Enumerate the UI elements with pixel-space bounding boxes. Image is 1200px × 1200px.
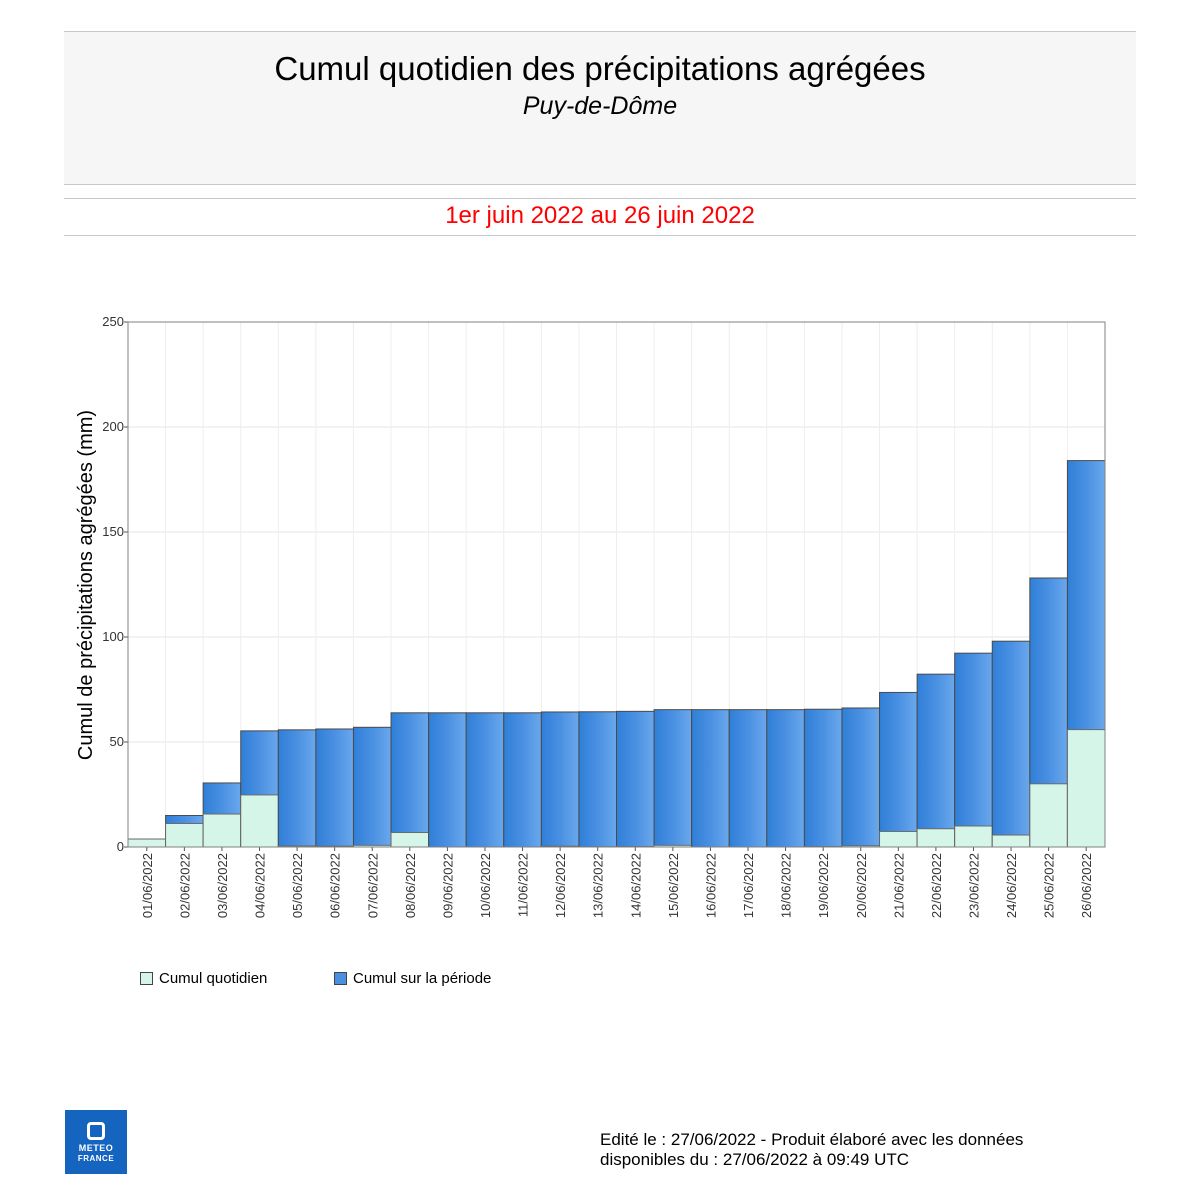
x-tick-label: 18/06/2022: [779, 853, 794, 918]
bar-cumulative: [503, 712, 542, 848]
logo-line1: METEO: [78, 1143, 114, 1153]
bar-daily: [879, 830, 918, 848]
x-tick-label: 15/06/2022: [666, 853, 681, 918]
x-tick-label: 01/06/2022: [140, 853, 155, 918]
y-tick-label: 150: [102, 524, 124, 539]
bar-cumulative: [352, 726, 392, 848]
x-tick-label: 25/06/2022: [1042, 853, 1057, 918]
y-axis-label: Cumul de précipitations agrégées (mm): [75, 410, 97, 760]
footer-note: Edité le : 27/06/2022 - Produit élaboré …: [600, 1130, 1120, 1170]
bar-cumulative: [540, 711, 580, 848]
y-tick-label: 0: [117, 839, 124, 854]
x-tick-label: 03/06/2022: [215, 853, 230, 918]
bar-cumulative: [465, 712, 505, 848]
x-tick-label: 16/06/2022: [703, 853, 718, 918]
period-panel: 1er juin 2022 au 26 juin 2022: [64, 198, 1136, 236]
period-label: 1er juin 2022 au 26 juin 2022: [445, 202, 755, 229]
x-tick-label: 14/06/2022: [628, 853, 643, 918]
x-tick-label: 06/06/2022: [328, 853, 343, 918]
bar-cumulative: [390, 712, 430, 848]
bar-cumulative: [841, 707, 881, 848]
bar-cumulative: [428, 712, 467, 848]
bar-cumulative: [954, 652, 993, 848]
header-panel: Cumul quotidien des précipitations agrég…: [64, 31, 1136, 185]
legend-label-cumulative: Cumul sur la période: [353, 969, 492, 987]
x-tick-label: 07/06/2022: [365, 853, 380, 918]
bar-daily: [127, 838, 167, 848]
bar-cumulative: [277, 729, 317, 848]
legend-swatch-daily: [140, 971, 153, 985]
bar-cumulative: [916, 673, 956, 848]
meteo-france-logo: METEO FRANCE: [65, 1110, 127, 1174]
bar-cumulative: [803, 708, 843, 848]
bar-cumulative: [991, 640, 1031, 848]
x-tick-label: 02/06/2022: [177, 853, 192, 918]
bar-daily: [991, 834, 1031, 848]
bar-cumulative: [728, 709, 768, 848]
x-tick-label: 08/06/2022: [403, 853, 418, 918]
bar-daily: [165, 822, 204, 848]
y-tick-label: 250: [102, 314, 124, 329]
legend-item-daily: Cumul quotidien: [140, 969, 267, 987]
x-tick-label: 10/06/2022: [478, 853, 493, 918]
meteo-france-logo-icon: [87, 1122, 105, 1140]
bar-cumulative: [653, 709, 693, 848]
bar-cumulative: [766, 709, 805, 848]
bar-cumulative: [578, 711, 618, 848]
x-tick-label: 26/06/2022: [1079, 853, 1094, 918]
bar-cumulative: [315, 728, 354, 848]
x-tick-label: 21/06/2022: [891, 853, 906, 918]
x-tick-label: 12/06/2022: [553, 853, 568, 918]
bar-cumulative: [616, 710, 655, 848]
x-tick-label: 19/06/2022: [816, 853, 831, 918]
bar-daily: [1029, 783, 1068, 848]
plot-frame: [127, 321, 1106, 848]
x-tick-label: 09/06/2022: [440, 853, 455, 918]
chart-title: Cumul quotidien des précipitations agrég…: [274, 50, 926, 87]
legend-item-cumulative: Cumul sur la période: [334, 969, 491, 987]
x-tick-label: 05/06/2022: [290, 853, 305, 918]
bar-daily: [954, 825, 993, 848]
y-tick-label: 200: [102, 419, 124, 434]
bar-daily: [202, 813, 242, 848]
x-tick-label: 13/06/2022: [591, 853, 606, 918]
footer-line2: disponibles du : 27/06/2022 à 09:49 UTC: [600, 1150, 910, 1169]
bar-daily: [240, 794, 279, 848]
x-tick-label: 11/06/2022: [516, 853, 531, 917]
bar-daily: [1066, 729, 1106, 848]
legend-swatch-cumulative: [334, 971, 347, 985]
y-tick-label: 100: [102, 629, 124, 644]
x-tick-label: 04/06/2022: [253, 853, 268, 918]
bar-daily: [390, 832, 430, 848]
bar-cumulative: [879, 691, 918, 848]
logo-line2: FRANCE: [77, 1154, 115, 1163]
bar-daily: [916, 828, 956, 848]
x-tick-label: 24/06/2022: [1004, 853, 1019, 918]
chart-subtitle: Puy-de-Dôme: [522, 92, 678, 120]
x-tick-label: 23/06/2022: [966, 853, 981, 918]
footer-line1: Edité le : 27/06/2022 - Produit élaboré …: [600, 1130, 1024, 1149]
x-tick-label: 22/06/2022: [929, 853, 944, 918]
bar-cumulative: [691, 709, 730, 848]
y-tick-label: 50: [110, 734, 124, 749]
x-tick-label: 20/06/2022: [854, 853, 869, 918]
x-tick-label: 17/06/2022: [741, 853, 756, 918]
legend-label-daily: Cumul quotidien: [159, 969, 268, 987]
